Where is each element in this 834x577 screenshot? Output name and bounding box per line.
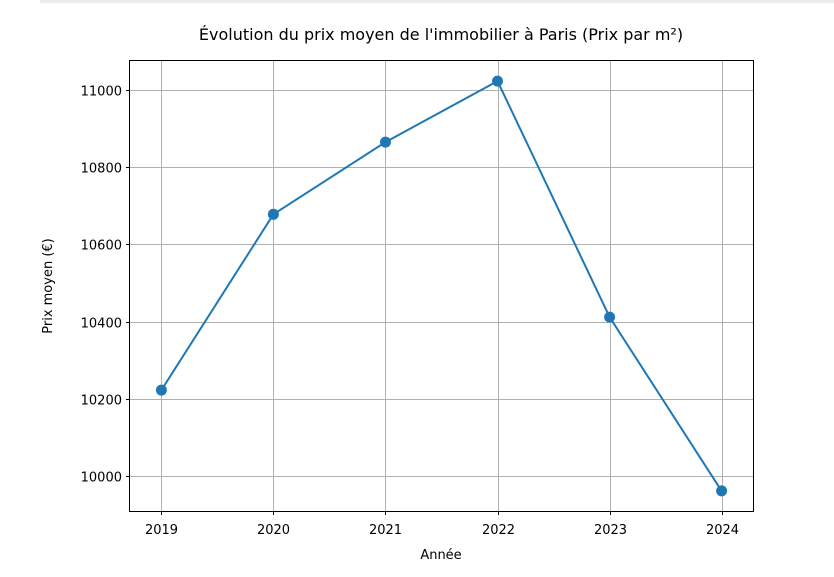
data-point <box>492 75 503 87</box>
y-tick-label: 10200 <box>81 394 122 409</box>
series-line <box>160 80 723 492</box>
y-tick-label: 11000 <box>81 85 122 100</box>
x-tick-label: 2024 <box>706 523 739 538</box>
plot-frame <box>129 60 754 512</box>
x-tick-label: 2021 <box>369 523 402 538</box>
x-axis-label: Année <box>420 548 461 563</box>
data-point <box>267 208 279 220</box>
chart-title: Évolution du prix moyen de l'immobilier … <box>199 25 683 44</box>
data-point <box>155 384 167 396</box>
series <box>155 75 728 497</box>
axis-ticks: 2019 2020 2021 2022 2023 2024 10000 10200 10400 1… <box>81 85 739 539</box>
x-tick-label: 2020 <box>257 523 290 538</box>
x-tick-label: 2019 <box>145 523 178 538</box>
y-tick-label: 10000 <box>81 471 122 486</box>
y-tick-label: 10800 <box>81 162 122 177</box>
y-axis-label: Prix moyen (€) <box>41 238 56 334</box>
x-tick-label: 2022 <box>482 523 515 538</box>
y-tick-label: 10600 <box>81 239 122 254</box>
y-tick-label: 10400 <box>81 317 122 332</box>
data-point <box>716 485 728 497</box>
top-border <box>40 0 834 3</box>
data-point <box>604 311 616 323</box>
data-point <box>380 136 391 148</box>
x-tick-label: 2023 <box>594 523 627 538</box>
grid <box>130 61 753 511</box>
